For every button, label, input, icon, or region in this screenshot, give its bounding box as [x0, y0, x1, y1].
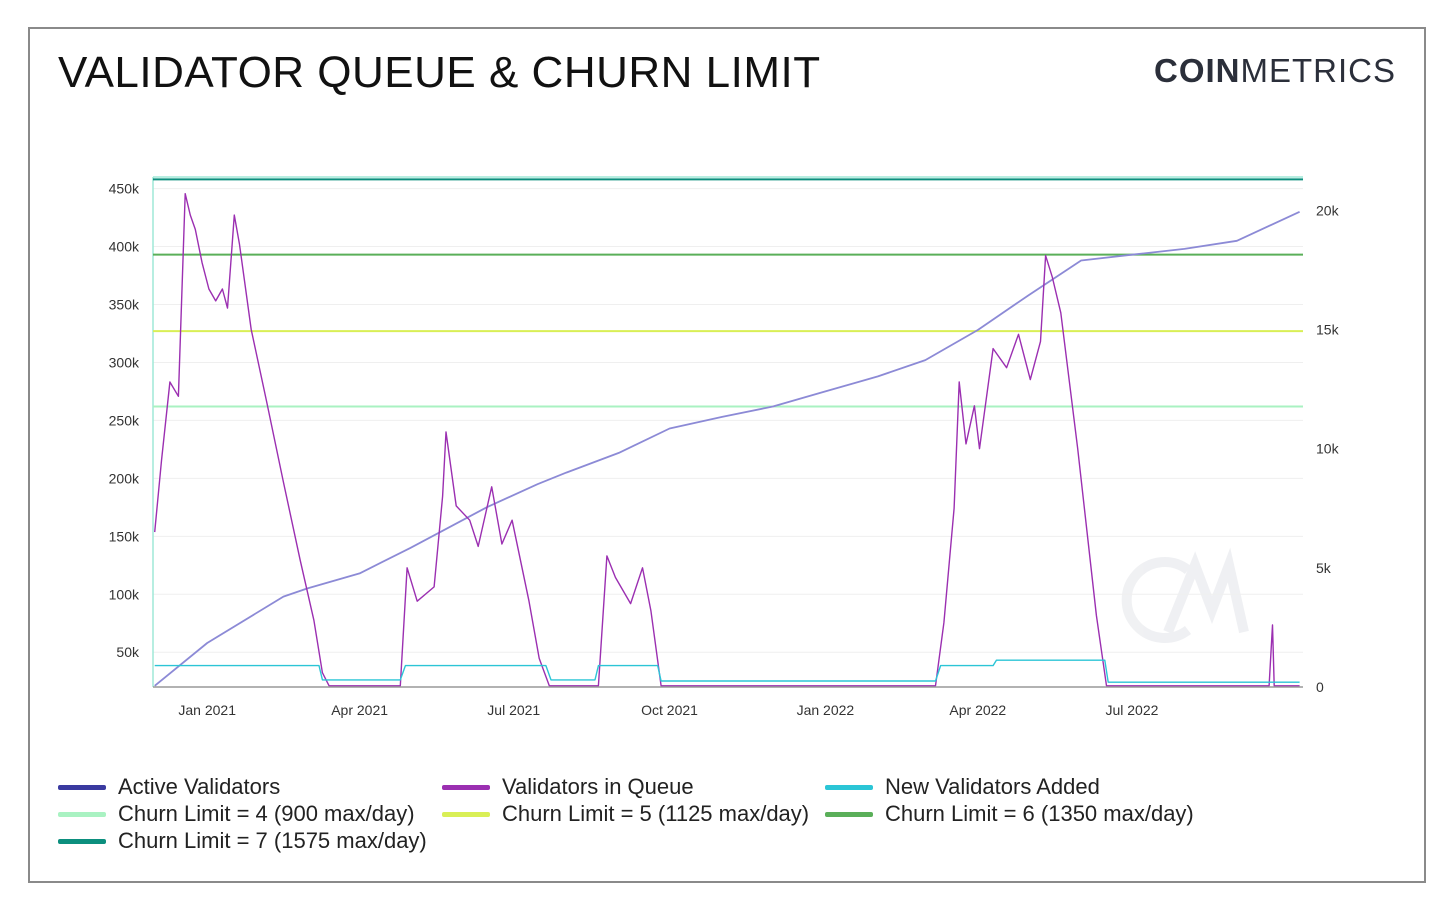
- chart-title: VALIDATOR QUEUE & CHURN LIMIT: [58, 48, 821, 97]
- y-right-tick-label: 15k: [1316, 322, 1340, 338]
- brand-bold: COIN: [1154, 52, 1241, 89]
- y-left-tick-label: 350k: [109, 297, 140, 313]
- legend-label: Churn Limit = 7 (1575 max/day): [118, 828, 427, 853]
- y-right-tick-label: 0: [1316, 679, 1324, 695]
- x-tick-label: Jan 2022: [797, 702, 855, 718]
- y-left-tick-label: 200k: [109, 470, 140, 486]
- legend-swatch: [58, 838, 106, 844]
- legend-swatch: [825, 811, 873, 817]
- x-tick-label: Jul 2021: [487, 702, 540, 718]
- legend-item-churn5: Churn Limit = 5 (1125 max/day): [442, 801, 809, 827]
- legend-label: New Validators Added: [885, 774, 1100, 799]
- legend-label: Validators in Queue: [502, 774, 694, 799]
- y-left-tick-label: 150k: [109, 528, 140, 544]
- watermark-logo: [1121, 547, 1249, 643]
- y-right-tick-label: 20k: [1316, 202, 1340, 218]
- y-right-tick-label: 10k: [1316, 441, 1340, 457]
- legend-item-churn4: Churn Limit = 4 (900 max/day): [58, 801, 415, 827]
- legend-item-churn6: Churn Limit = 6 (1350 max/day): [825, 801, 1194, 827]
- series-line-active: [154, 210, 1300, 687]
- legend-item-new: New Validators Added: [825, 774, 1100, 800]
- legend-item-active: Active Validators: [58, 774, 280, 800]
- y-left-tick-label: 100k: [109, 586, 140, 602]
- y-left-tick-label: 50k: [116, 644, 140, 660]
- y-left-tick-label: 450k: [109, 181, 140, 197]
- legend-label: Churn Limit = 4 (900 max/day): [118, 801, 415, 826]
- legend-label: Churn Limit = 6 (1350 max/day): [885, 801, 1194, 826]
- legend-swatch: [442, 784, 490, 790]
- legend-label: Active Validators: [118, 774, 281, 799]
- x-tick-label: Jul 2022: [1105, 702, 1158, 718]
- x-tick-label: Jan 2021: [178, 702, 236, 718]
- x-tick-label: Oct 2021: [641, 702, 698, 718]
- legend-swatch: [58, 811, 106, 817]
- legend-item-queue: Validators in Queue: [442, 774, 694, 800]
- x-tick-label: Apr 2021: [331, 702, 388, 718]
- series-line-queue: [154, 193, 1300, 687]
- legend-swatch: [825, 784, 873, 790]
- chart-frame: [28, 27, 1426, 883]
- x-tick-label: Apr 2022: [949, 702, 1006, 718]
- legend-swatch: [442, 811, 490, 817]
- series-line-new: [154, 659, 1300, 683]
- y-right-tick-label: 5k: [1316, 560, 1332, 576]
- legend-swatch: [58, 784, 106, 790]
- y-left-tick-label: 250k: [109, 412, 140, 428]
- brand-light: METRICS: [1240, 52, 1396, 89]
- y-left-tick-label: 400k: [109, 239, 140, 255]
- legend-item-churn7: Churn Limit = 7 (1575 max/day): [58, 828, 427, 854]
- y-left-tick-label: 300k: [109, 354, 140, 370]
- brand-logo: COINMETRICS: [1154, 52, 1396, 90]
- legend-label: Churn Limit = 5 (1125 max/day): [502, 801, 810, 826]
